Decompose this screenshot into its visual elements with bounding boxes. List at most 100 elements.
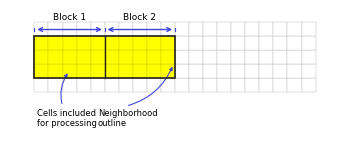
- Bar: [147, 36, 161, 50]
- Bar: [217, 22, 231, 36]
- Bar: [63, 36, 77, 50]
- Bar: [147, 22, 161, 36]
- Text: Cells included
for processing: Cells included for processing: [37, 109, 97, 128]
- Bar: [147, 64, 161, 78]
- Bar: [34, 50, 48, 64]
- Bar: [273, 78, 287, 92]
- Bar: [91, 36, 105, 50]
- Bar: [105, 64, 119, 78]
- Bar: [259, 22, 273, 36]
- Bar: [302, 50, 316, 64]
- Bar: [34, 64, 48, 78]
- Bar: [48, 36, 63, 50]
- Bar: [105, 36, 119, 50]
- Bar: [119, 64, 133, 78]
- Bar: [91, 78, 105, 92]
- Bar: [217, 64, 231, 78]
- Bar: [245, 78, 259, 92]
- Bar: [105, 50, 119, 64]
- Bar: [91, 36, 105, 50]
- Bar: [63, 64, 77, 78]
- Text: Block 2: Block 2: [123, 13, 156, 22]
- Bar: [63, 50, 77, 64]
- Bar: [91, 64, 105, 78]
- Bar: [161, 22, 175, 36]
- Bar: [287, 22, 302, 36]
- Bar: [48, 22, 63, 36]
- Bar: [77, 22, 91, 36]
- Bar: [133, 64, 147, 78]
- Bar: [119, 50, 133, 64]
- Bar: [245, 50, 259, 64]
- Bar: [217, 50, 231, 64]
- Bar: [147, 36, 161, 50]
- Bar: [77, 50, 91, 64]
- Bar: [245, 36, 259, 50]
- Bar: [77, 50, 91, 64]
- Bar: [302, 78, 316, 92]
- Bar: [133, 64, 147, 78]
- Bar: [161, 36, 175, 50]
- Bar: [133, 36, 147, 50]
- Bar: [105, 78, 119, 92]
- Bar: [48, 78, 63, 92]
- Bar: [203, 64, 217, 78]
- Bar: [189, 36, 203, 50]
- Text: Block 1: Block 1: [53, 13, 86, 22]
- Bar: [63, 78, 77, 92]
- Bar: [161, 64, 175, 78]
- Bar: [175, 78, 189, 92]
- Bar: [119, 64, 133, 78]
- Text: Neighborhood
outline: Neighborhood outline: [98, 109, 157, 128]
- Bar: [48, 64, 63, 78]
- Bar: [133, 50, 147, 64]
- Bar: [259, 50, 273, 64]
- Bar: [231, 22, 245, 36]
- Bar: [48, 36, 63, 50]
- Bar: [189, 22, 203, 36]
- Bar: [161, 36, 175, 50]
- Bar: [63, 64, 77, 78]
- Bar: [34, 78, 48, 92]
- Bar: [105, 50, 119, 64]
- Bar: [34, 36, 175, 78]
- Bar: [217, 78, 231, 92]
- Bar: [287, 64, 302, 78]
- Bar: [203, 78, 217, 92]
- Bar: [231, 50, 245, 64]
- Bar: [147, 50, 161, 64]
- Bar: [119, 22, 133, 36]
- Bar: [147, 50, 161, 64]
- Bar: [259, 36, 273, 50]
- Bar: [63, 36, 77, 50]
- Bar: [302, 22, 316, 36]
- Bar: [91, 22, 105, 36]
- Bar: [147, 78, 161, 92]
- Bar: [105, 64, 119, 78]
- Bar: [189, 78, 203, 92]
- Bar: [245, 64, 259, 78]
- Bar: [77, 78, 91, 92]
- Bar: [48, 50, 63, 64]
- Bar: [175, 64, 189, 78]
- Bar: [302, 64, 316, 78]
- Bar: [105, 36, 119, 50]
- Bar: [147, 64, 161, 78]
- Bar: [161, 50, 175, 64]
- Bar: [91, 50, 105, 64]
- Bar: [273, 50, 287, 64]
- Bar: [161, 78, 175, 92]
- Bar: [34, 64, 48, 78]
- Bar: [231, 36, 245, 50]
- Bar: [63, 50, 77, 64]
- Bar: [231, 64, 245, 78]
- Bar: [133, 22, 147, 36]
- Bar: [91, 64, 105, 78]
- Bar: [231, 78, 245, 92]
- Bar: [34, 50, 48, 64]
- Bar: [77, 64, 91, 78]
- Bar: [259, 78, 273, 92]
- Bar: [287, 50, 302, 64]
- Bar: [91, 50, 105, 64]
- Bar: [203, 50, 217, 64]
